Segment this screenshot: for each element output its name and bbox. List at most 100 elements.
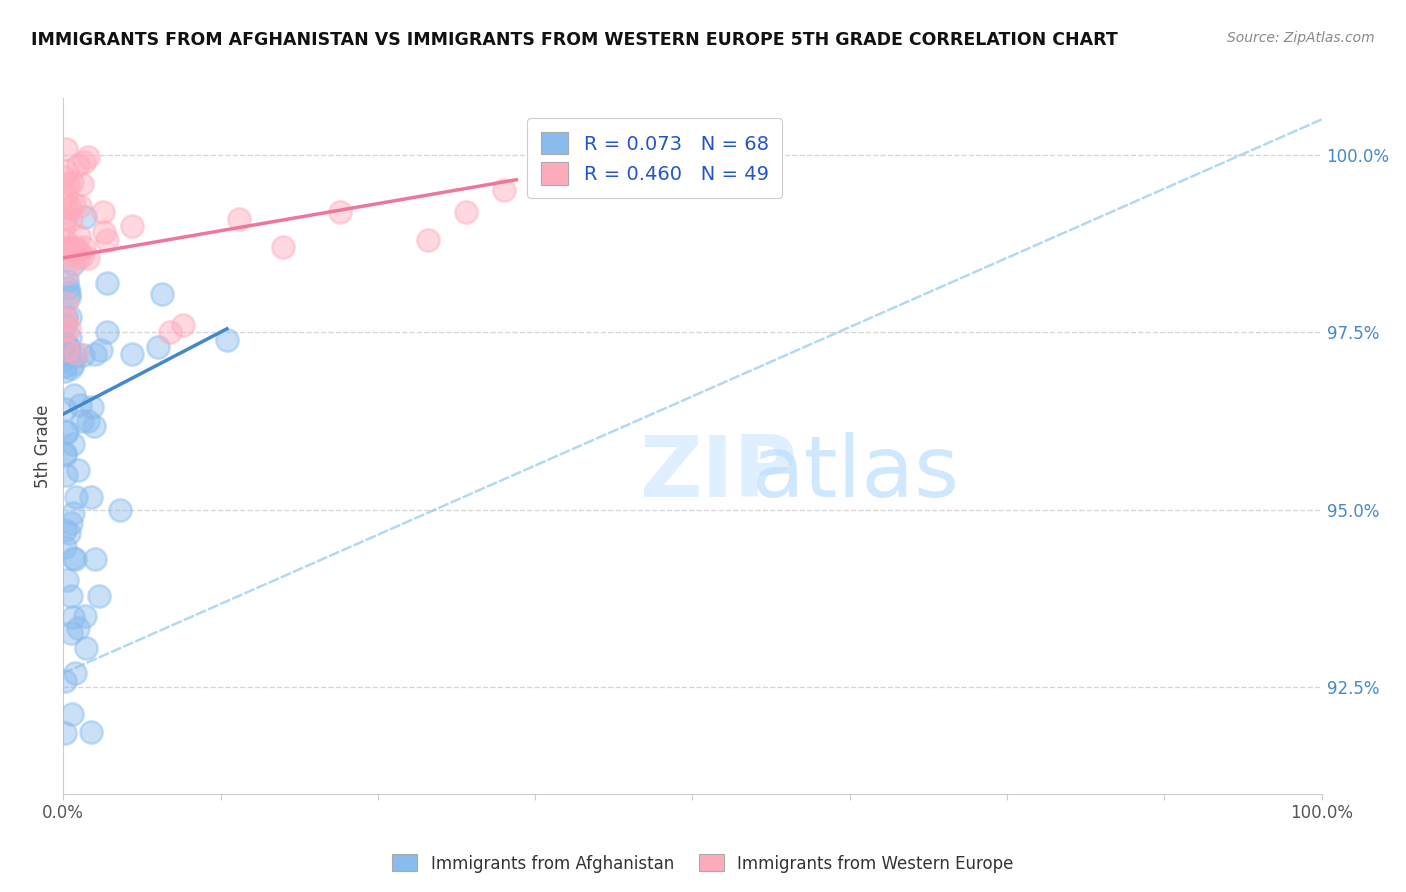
Point bbox=[59, 310, 82, 324]
Point bbox=[69, 199, 91, 213]
Point bbox=[273, 240, 295, 254]
Text: Source: ZipAtlas.com: Source: ZipAtlas.com bbox=[1227, 31, 1375, 45]
Point bbox=[72, 414, 94, 428]
Point bbox=[91, 204, 114, 219]
Point bbox=[159, 326, 181, 340]
Point bbox=[53, 448, 76, 462]
Point bbox=[77, 149, 100, 163]
Point bbox=[80, 725, 103, 739]
Point bbox=[62, 241, 84, 255]
Point bbox=[75, 641, 97, 656]
Point bbox=[80, 400, 103, 414]
Point bbox=[80, 490, 103, 504]
Point bbox=[53, 725, 76, 739]
Point bbox=[60, 175, 83, 189]
Point bbox=[329, 204, 352, 219]
Point bbox=[62, 551, 84, 566]
Point bbox=[62, 506, 84, 520]
Point bbox=[121, 219, 143, 233]
Point bbox=[83, 419, 105, 434]
Point bbox=[58, 290, 80, 304]
Point bbox=[69, 398, 91, 412]
Point bbox=[67, 621, 90, 635]
Point bbox=[56, 164, 79, 178]
Point bbox=[215, 333, 238, 347]
Point bbox=[58, 178, 80, 192]
Point bbox=[93, 225, 115, 239]
Point bbox=[55, 467, 77, 482]
Point bbox=[77, 414, 100, 428]
Point bbox=[73, 240, 96, 254]
Point bbox=[56, 340, 79, 354]
Point bbox=[70, 249, 93, 263]
Point bbox=[59, 201, 82, 215]
Point bbox=[55, 425, 77, 440]
Point bbox=[56, 249, 79, 263]
Point bbox=[56, 281, 79, 295]
Point bbox=[63, 349, 86, 363]
Point bbox=[67, 251, 90, 265]
Point bbox=[59, 330, 82, 344]
Point bbox=[76, 251, 98, 265]
Point bbox=[58, 285, 80, 300]
Point bbox=[56, 340, 79, 354]
Point bbox=[108, 503, 131, 517]
Point bbox=[60, 213, 83, 227]
Text: atlas: atlas bbox=[752, 433, 960, 516]
Point bbox=[59, 348, 82, 362]
Point bbox=[75, 608, 97, 623]
Point bbox=[65, 346, 87, 360]
Point bbox=[70, 177, 93, 191]
Point bbox=[53, 318, 76, 333]
Point bbox=[62, 437, 84, 451]
Point bbox=[65, 240, 87, 254]
Point bbox=[63, 665, 86, 680]
Point bbox=[62, 706, 84, 721]
Point bbox=[58, 240, 80, 254]
Point bbox=[62, 196, 84, 211]
Y-axis label: 5th Grade: 5th Grade bbox=[34, 404, 52, 488]
Point bbox=[55, 310, 77, 324]
Point bbox=[53, 446, 76, 460]
Point bbox=[96, 277, 118, 291]
Point bbox=[65, 490, 87, 504]
Point bbox=[172, 318, 194, 333]
Point bbox=[72, 348, 94, 362]
Point bbox=[56, 274, 79, 288]
Point bbox=[53, 359, 76, 374]
Point bbox=[55, 188, 77, 202]
Point bbox=[53, 352, 76, 367]
Point bbox=[59, 242, 82, 256]
Point bbox=[53, 401, 76, 416]
Legend: R = 0.073   N = 68, R = 0.460   N = 49: R = 0.073 N = 68, R = 0.460 N = 49 bbox=[527, 119, 782, 198]
Point bbox=[87, 589, 110, 603]
Point bbox=[53, 211, 76, 226]
Point bbox=[96, 326, 118, 340]
Point bbox=[53, 364, 76, 378]
Point bbox=[146, 340, 169, 354]
Point bbox=[62, 357, 84, 371]
Point bbox=[53, 323, 76, 337]
Point bbox=[52, 219, 75, 233]
Point bbox=[55, 142, 77, 156]
Point bbox=[96, 233, 118, 247]
Point bbox=[121, 347, 143, 361]
Point bbox=[67, 244, 90, 258]
Point bbox=[53, 540, 76, 554]
Point bbox=[83, 347, 105, 361]
Point bbox=[58, 321, 80, 335]
Point bbox=[73, 211, 96, 225]
Point bbox=[67, 229, 90, 244]
Point bbox=[90, 343, 112, 358]
Point bbox=[60, 625, 83, 640]
Point bbox=[58, 525, 80, 540]
Point bbox=[492, 183, 515, 197]
Point bbox=[73, 155, 96, 169]
Text: IMMIGRANTS FROM AFGHANISTAN VS IMMIGRANTS FROM WESTERN EUROPE 5TH GRADE CORRELAT: IMMIGRANTS FROM AFGHANISTAN VS IMMIGRANT… bbox=[31, 31, 1118, 49]
Point bbox=[418, 233, 440, 247]
Point bbox=[55, 234, 77, 248]
Point bbox=[56, 266, 79, 280]
Point bbox=[59, 589, 82, 603]
Legend: Immigrants from Afghanistan, Immigrants from Western Europe: Immigrants from Afghanistan, Immigrants … bbox=[385, 847, 1021, 880]
Point bbox=[454, 204, 477, 219]
